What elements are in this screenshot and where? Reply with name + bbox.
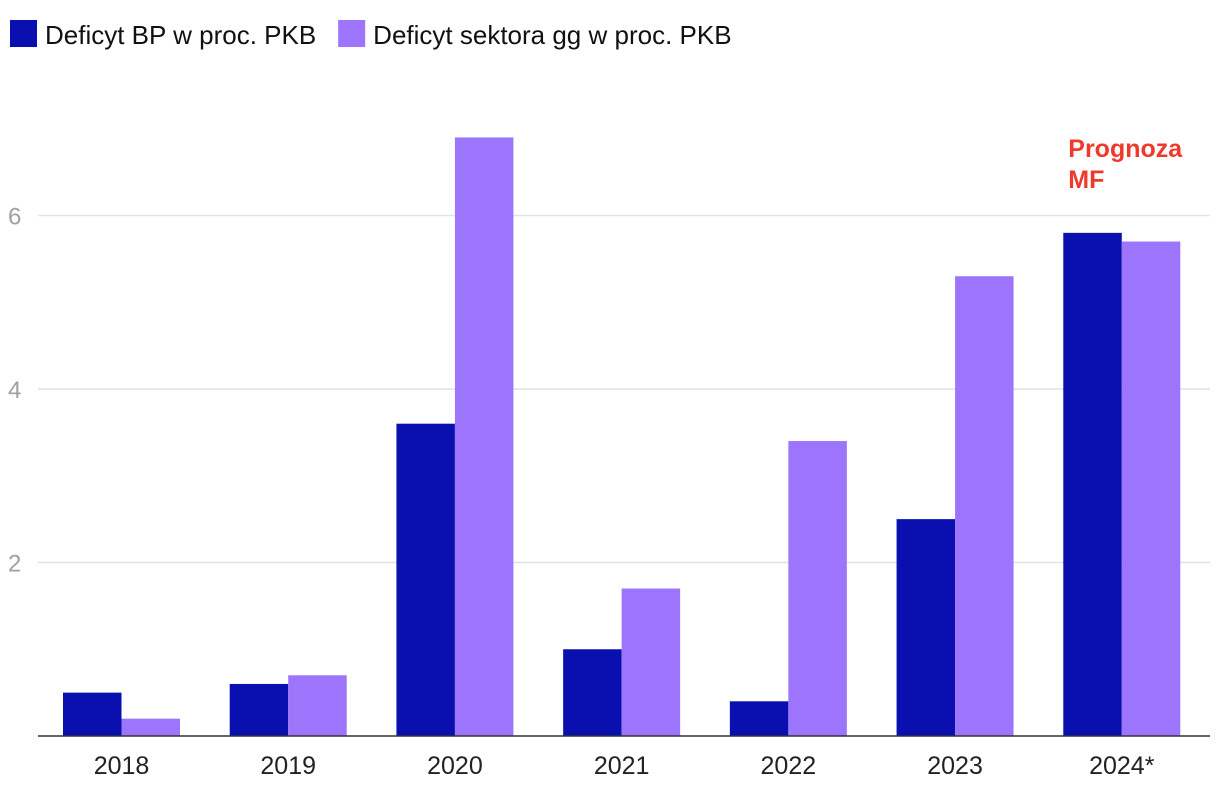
x-tick-label-2024: 2024*	[1089, 752, 1155, 780]
bar-bp-2021	[563, 649, 622, 736]
gridlines	[38, 214, 1210, 564]
legend-swatch-1	[338, 20, 366, 47]
bar-gg-2020	[454, 137, 514, 737]
y-tick-label-4: 4	[8, 377, 21, 404]
bar-bp-2020	[396, 423, 455, 736]
bar-gg-2019	[288, 675, 347, 736]
legend: Deficyt BP w proc. PKB Deficyt sektora gg…	[10, 20, 732, 50]
x-tick-label-2020: 2020	[427, 752, 483, 780]
annotations: Prognoza MF	[1068, 135, 1183, 194]
bar-bp-2024	[1063, 232, 1122, 736]
bar-bp-2023	[896, 519, 956, 736]
bar-bp-2019	[229, 683, 289, 736]
legend-label-1: Deficyt sektora gg w proc. PKB	[373, 20, 731, 50]
annotation-0-line-1: MF	[1068, 166, 1104, 194]
y-tick-label-2: 2	[8, 551, 21, 578]
x-tick-label-2021: 2021	[594, 752, 650, 780]
x-tick-label-2022: 2022	[761, 752, 817, 780]
y-tick-label-6: 6	[8, 204, 21, 231]
bar-gg-2022	[788, 441, 847, 736]
bar-gg-2021	[621, 588, 681, 736]
bar-gg-2024	[1121, 241, 1181, 736]
x-tick-label-2019: 2019	[260, 752, 316, 780]
bar-gg-2018	[121, 718, 180, 736]
bars	[63, 137, 1181, 737]
x-tick-label-2023: 2023	[927, 752, 983, 780]
bar-bp-2018	[63, 692, 122, 736]
bar-bp-2022	[729, 701, 789, 736]
y-axis-ticks: 2 4 6	[8, 204, 21, 578]
annotation-0-line-0: Prognoza	[1068, 135, 1183, 163]
x-axis-ticks: 2018 2019 2020 2021 2022 2023 2024*	[94, 752, 1155, 780]
x-tick-label-2018: 2018	[94, 752, 150, 780]
legend-swatch-0	[10, 20, 37, 47]
bar-gg-2023	[955, 276, 1014, 736]
legend-label-0: Deficyt BP w proc. PKB	[45, 20, 316, 50]
